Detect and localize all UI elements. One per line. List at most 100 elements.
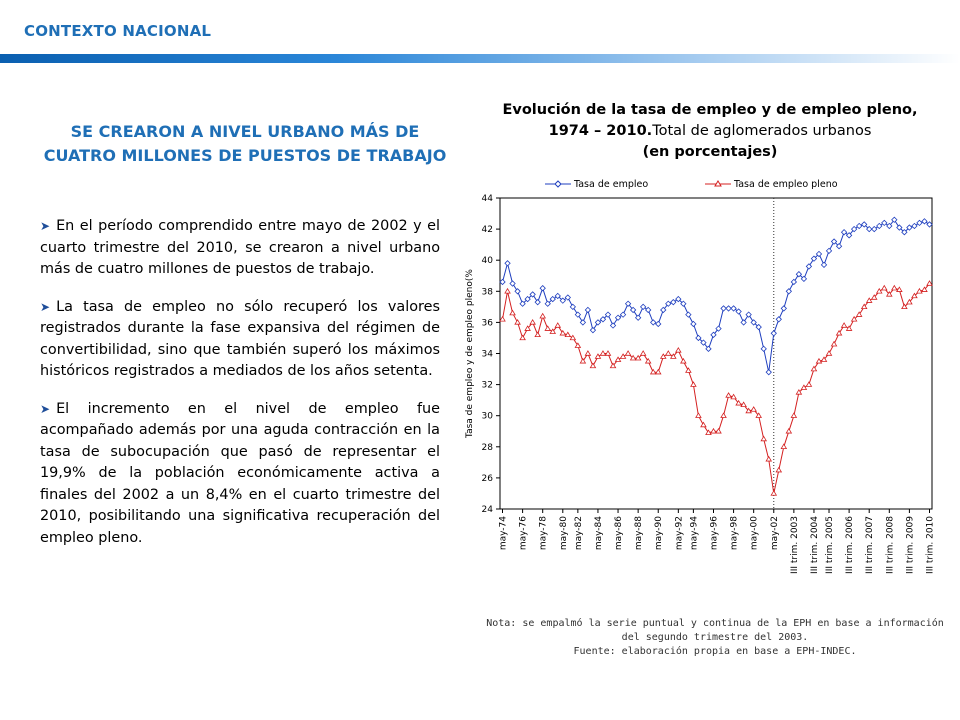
data-point-empleo-pleno [795, 388, 803, 395]
data-point-empleo-pleno [594, 353, 602, 359]
data-point-empleo [861, 221, 868, 228]
data-point-empleo [780, 305, 787, 312]
data-point-empleo [579, 319, 587, 326]
data-point-empleo-pleno [926, 280, 933, 286]
data-point-empleo-pleno [830, 340, 838, 347]
data-point-empleo-pleno [891, 284, 898, 291]
chart-title-years: 1974 – 2010. [548, 123, 653, 139]
data-point-empleo [549, 295, 556, 303]
data-point-empleo [629, 306, 637, 314]
data-point-empleo-pleno [509, 309, 516, 316]
data-point-empleo [695, 334, 702, 342]
data-point-empleo [845, 232, 853, 239]
data-point-empleo [850, 225, 858, 233]
data-point-empleo-pleno [875, 287, 883, 294]
data-point-empleo-pleno [870, 294, 878, 300]
data-point-empleo-pleno [860, 303, 868, 310]
data-point-empleo-pleno [855, 311, 863, 317]
data-point-empleo [770, 330, 777, 337]
data-point-empleo [825, 247, 833, 255]
data-point-empleo [730, 305, 737, 312]
data-point-empleo [855, 222, 863, 230]
data-point-empleo-pleno [675, 347, 682, 353]
data-point-empleo-pleno [911, 292, 918, 299]
data-point-empleo-pleno [755, 412, 762, 418]
arrow-bullet-icon: ➤ [40, 401, 51, 416]
bullet-text: La tasa de empleo no sólo recuperó los v… [40, 298, 440, 380]
y-tick-label: 30 [482, 412, 494, 422]
data-point-empleo-pleno [700, 421, 707, 428]
data-point-empleo-pleno [820, 356, 828, 362]
data-point-empleo-pleno [775, 466, 783, 473]
x-tick-label: may-94 [689, 516, 699, 550]
data-point-empleo-pleno [579, 357, 587, 364]
data-point-empleo [564, 294, 571, 301]
x-tick-label: may-78 [539, 516, 549, 550]
data-point-empleo-pleno [539, 312, 546, 319]
data-point-empleo-pleno [745, 407, 752, 414]
data-point-empleo-pleno [534, 331, 541, 338]
bullet-item: ➤ La tasa de empleo no sólo recuperó los … [40, 297, 440, 383]
data-point-empleo-pleno [589, 362, 597, 369]
data-point-empleo-pleno [725, 392, 732, 398]
data-point-empleo [609, 322, 617, 329]
data-point-empleo [830, 238, 838, 245]
data-point-empleo [886, 222, 893, 230]
x-tick-label: may-80 [559, 516, 569, 550]
data-point-empleo-pleno [634, 354, 642, 361]
data-point-empleo [795, 271, 803, 278]
data-point-empleo-pleno [760, 435, 768, 442]
bullet-item: ➤ En el período comprendido entre mayo de… [40, 216, 440, 281]
x-tick-label: may-82 [574, 516, 584, 550]
data-point-empleo [790, 278, 798, 286]
data-point-empleo-pleno [599, 350, 607, 356]
data-point-empleo [700, 339, 707, 346]
data-point-empleo [820, 261, 828, 269]
chart-title-line3: (en porcentajes) [642, 144, 778, 160]
legend-label: Tasa de empleo pleno [733, 179, 838, 190]
data-point-empleo [740, 319, 747, 326]
data-point-empleo [720, 305, 727, 312]
bullet-item: ➤ El incremento en el nivel de empleo fue… [40, 399, 440, 550]
data-point-empleo-pleno [780, 443, 788, 450]
data-point-empleo [624, 300, 632, 307]
y-tick-label: 36 [482, 318, 494, 328]
data-point-empleo-pleno [810, 365, 818, 372]
data-point-empleo-pleno [604, 350, 612, 356]
data-point-empleo [614, 314, 622, 321]
data-point-empleo-pleno [514, 319, 521, 325]
y-tick-label: 44 [482, 194, 494, 204]
data-point-empleo-pleno [800, 384, 808, 390]
data-point-empleo-pleno [916, 287, 923, 294]
data-point-empleo [775, 316, 782, 323]
data-point-empleo-pleno [654, 368, 662, 375]
y-tick-label: 34 [482, 350, 494, 360]
data-point-empleo [725, 305, 732, 312]
note-source: Fuente: elaboración propia en base a EPH… [573, 646, 857, 657]
data-point-empleo-pleno [649, 368, 657, 375]
data-point-empleo [524, 295, 531, 303]
data-point-empleo [901, 229, 908, 236]
y-tick-label: 32 [482, 381, 493, 391]
x-tick-label: III trim. 2003 [790, 516, 800, 574]
data-point-empleo-pleno [921, 286, 928, 292]
y-axis-label: Tasa de empleo y de empleo pleno(% [465, 269, 475, 439]
bullet-text: El incremento en el nivel de empleo fue … [40, 400, 440, 546]
data-point-empleo-pleno [896, 286, 903, 292]
data-point-empleo [710, 331, 717, 339]
data-point-empleo-pleno [825, 350, 833, 356]
data-point-empleo [745, 311, 752, 318]
data-point-empleo-pleno [865, 297, 873, 303]
data-point-empleo [559, 297, 566, 304]
data-point-empleo [911, 222, 918, 230]
x-tick-label: may-74 [499, 516, 509, 550]
data-point-empleo-pleno [906, 298, 913, 305]
data-point-empleo-pleno [670, 353, 677, 359]
x-tick-label: III trim. 2008 [885, 516, 895, 574]
data-point-empleo [534, 299, 541, 306]
data-point-empleo-pleno [659, 353, 667, 359]
data-point-empleo [810, 255, 818, 262]
x-tick-label: may-86 [614, 516, 624, 550]
data-point-empleo [785, 288, 793, 295]
data-point-empleo-pleno [685, 367, 692, 373]
